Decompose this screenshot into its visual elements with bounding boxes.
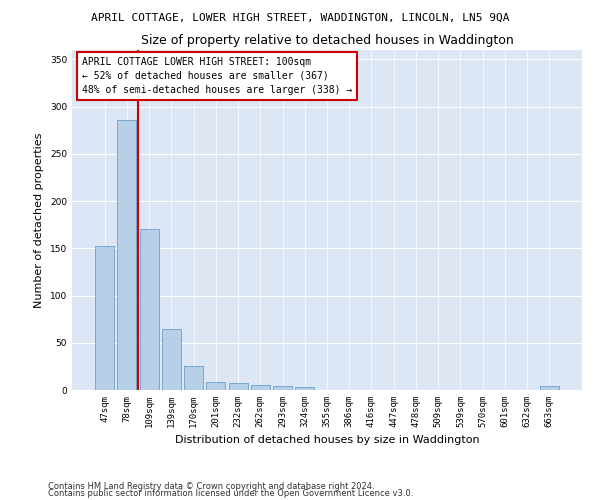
Text: Contains public sector information licensed under the Open Government Licence v3: Contains public sector information licen… (48, 490, 413, 498)
Bar (162, 328, 181, 390)
Bar (140, 230, 158, 390)
Bar (206, 382, 225, 390)
Text: Contains HM Land Registry data © Crown copyright and database right 2024.: Contains HM Land Registry data © Crown c… (48, 482, 374, 491)
Bar (251, 386, 270, 390)
Bar (273, 386, 292, 390)
Bar (118, 120, 136, 390)
Y-axis label: Number of detached properties: Number of detached properties (34, 132, 44, 308)
Text: APRIL COTTAGE, LOWER HIGH STREET, WADDINGTON, LINCOLN, LN5 9QA: APRIL COTTAGE, LOWER HIGH STREET, WADDIN… (91, 12, 509, 22)
Bar (295, 387, 314, 390)
Bar (229, 384, 248, 390)
Title: Size of property relative to detached houses in Waddington: Size of property relative to detached ho… (140, 34, 514, 48)
Text: APRIL COTTAGE LOWER HIGH STREET: 100sqm
← 52% of detached houses are smaller (36: APRIL COTTAGE LOWER HIGH STREET: 100sqm … (82, 57, 352, 95)
Bar (540, 386, 559, 390)
Bar (184, 366, 203, 390)
Bar (95, 246, 114, 390)
X-axis label: Distribution of detached houses by size in Waddington: Distribution of detached houses by size … (175, 436, 479, 446)
